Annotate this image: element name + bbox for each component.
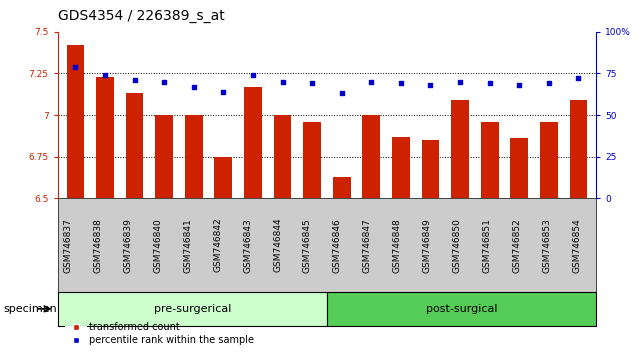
Text: GSM746843: GSM746843: [243, 218, 252, 273]
Text: GSM746839: GSM746839: [124, 218, 133, 273]
Legend: transformed count, percentile rank within the sample: transformed count, percentile rank withi…: [63, 319, 258, 349]
Text: GDS4354 / 226389_s_at: GDS4354 / 226389_s_at: [58, 9, 224, 23]
Bar: [244, 87, 262, 198]
Bar: [451, 100, 469, 198]
Point: [426, 82, 436, 88]
Text: GSM746837: GSM746837: [63, 218, 72, 273]
Bar: [510, 138, 528, 198]
Point: [455, 79, 465, 85]
Text: GSM746851: GSM746851: [483, 218, 492, 273]
Point: [159, 79, 169, 85]
Text: GSM746849: GSM746849: [422, 218, 431, 273]
Text: GSM746846: GSM746846: [333, 218, 342, 273]
Point: [188, 84, 199, 90]
Point: [100, 72, 110, 78]
Bar: [481, 122, 499, 198]
Bar: [155, 115, 173, 198]
Bar: [422, 140, 439, 198]
Text: GSM746841: GSM746841: [183, 218, 192, 273]
Point: [71, 64, 81, 70]
Point: [366, 79, 376, 85]
Text: specimen: specimen: [3, 304, 57, 314]
Text: GSM746845: GSM746845: [303, 218, 312, 273]
Text: GSM746838: GSM746838: [94, 218, 103, 273]
Text: GSM746847: GSM746847: [363, 218, 372, 273]
Text: pre-surgerical: pre-surgerical: [154, 304, 231, 314]
Point: [544, 81, 554, 86]
Text: GSM746853: GSM746853: [542, 218, 551, 273]
Text: GSM746850: GSM746850: [453, 218, 462, 273]
Bar: [392, 137, 410, 198]
Text: GSM746854: GSM746854: [572, 218, 581, 273]
Bar: [333, 177, 351, 198]
Bar: [274, 115, 292, 198]
Point: [485, 81, 495, 86]
Text: GSM746844: GSM746844: [273, 218, 282, 273]
Text: GSM746848: GSM746848: [393, 218, 402, 273]
Bar: [569, 100, 587, 198]
Bar: [540, 122, 558, 198]
Bar: [126, 93, 144, 198]
Point: [514, 82, 524, 88]
Point: [278, 79, 288, 85]
Point: [573, 76, 583, 81]
Bar: [185, 115, 203, 198]
Point: [129, 77, 140, 83]
Point: [337, 91, 347, 96]
Point: [307, 81, 317, 86]
Text: post-surgical: post-surgical: [426, 304, 497, 314]
Point: [395, 81, 406, 86]
Text: GSM746852: GSM746852: [512, 218, 521, 273]
Bar: [67, 45, 85, 198]
Text: GSM746842: GSM746842: [213, 218, 222, 273]
Point: [248, 72, 258, 78]
Bar: [303, 122, 321, 198]
Point: [218, 89, 228, 95]
Text: GSM746840: GSM746840: [153, 218, 162, 273]
Bar: [215, 156, 232, 198]
Bar: [96, 77, 114, 198]
Bar: [362, 115, 380, 198]
